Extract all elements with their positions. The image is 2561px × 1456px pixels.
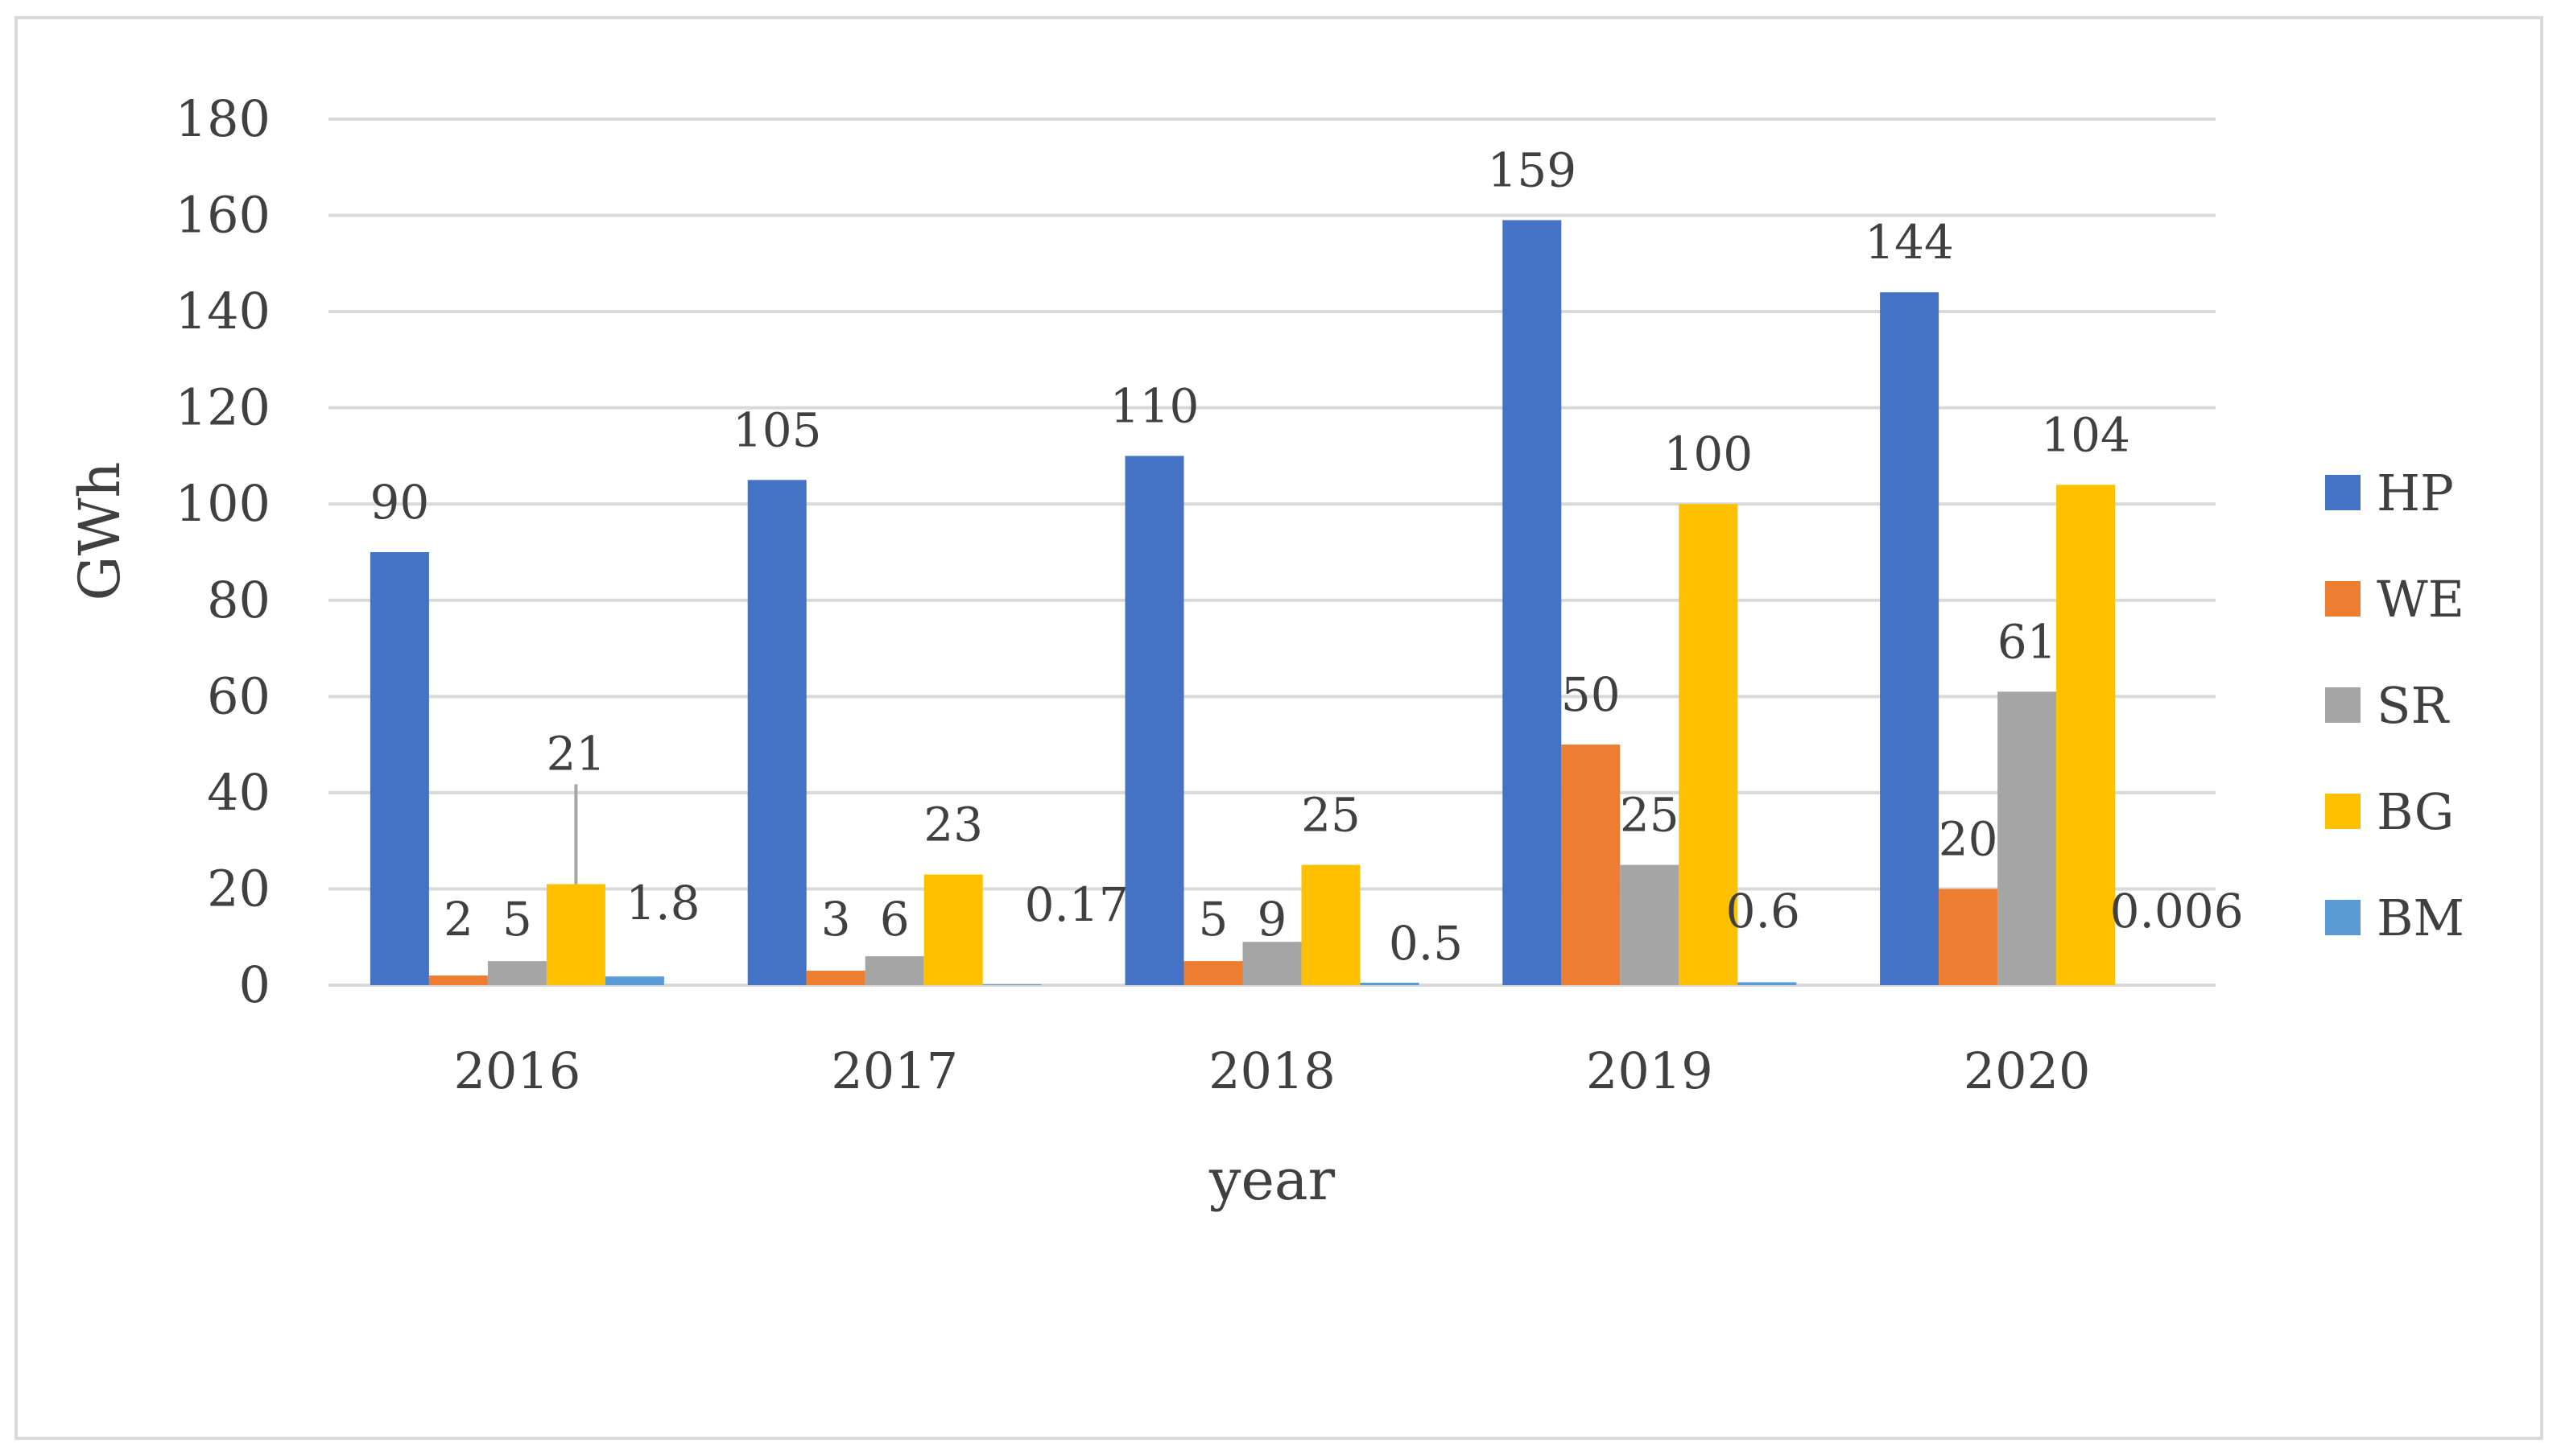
legend-swatch-bg [2325, 794, 2361, 829]
y-tick-label: 140 [176, 282, 271, 340]
data-label-bg-2016: 21 [546, 726, 605, 781]
data-label-we-2018: 5 [1199, 892, 1229, 947]
y-axis-tick-labels: 0 20 40 60 80 100 120 140 160 180 [176, 89, 271, 1014]
chart-frame [14, 16, 2543, 1440]
x-tick-label: 2017 [831, 1041, 958, 1100]
data-label-we-2020: 20 [1939, 811, 1998, 866]
legend: HP WE SR BG BM [2325, 464, 2464, 947]
data-label-bg-2019: 100 [1663, 427, 1753, 481]
bars [370, 220, 2175, 985]
data-label-sr-2019: 25 [1620, 788, 1679, 843]
bar-we-2018 [1183, 961, 1243, 985]
y-tick-label: 100 [176, 474, 271, 533]
bar-we-2019 [1561, 744, 1621, 985]
y-tick-label: 180 [176, 89, 271, 148]
data-label-we-2016: 2 [444, 892, 473, 947]
y-tick-label: 160 [176, 186, 271, 245]
bar-hp-2019 [1502, 220, 1562, 985]
x-tick-label: 2020 [1964, 1041, 2091, 1100]
y-tick-label: 40 [207, 763, 271, 822]
y-tick-label: 20 [207, 859, 271, 918]
bar-hp-2020 [1880, 292, 1939, 985]
bar-hp-2017 [747, 480, 807, 985]
bar-sr-2018 [1242, 942, 1302, 985]
data-label-hp-2020: 144 [1865, 215, 1954, 270]
bar-bg-2019 [1679, 504, 1738, 985]
data-label-we-2017: 3 [821, 892, 851, 947]
bar-bm-2019 [1737, 982, 1797, 985]
data-label-bm-2018: 0.5 [1389, 916, 1463, 971]
bar-bg-2018 [1301, 864, 1361, 985]
legend-label-hp: HP [2377, 464, 2454, 522]
bar-bg-2020 [2056, 485, 2116, 985]
legend-swatch-bm [2325, 900, 2361, 935]
legend-label-sr: SR [2377, 676, 2450, 735]
bar-bm-2018 [1360, 983, 1419, 985]
data-label-bg-2017: 23 [923, 798, 983, 852]
bar-sr-2020 [1997, 691, 2057, 985]
data-label-sr-2017: 6 [880, 892, 910, 947]
bar-we-2016 [428, 975, 488, 985]
bar-bm-2017 [982, 984, 1042, 985]
data-label-hp-2017: 105 [733, 402, 822, 457]
x-tick-label: 2018 [1208, 1041, 1336, 1100]
bar-we-2017 [806, 971, 865, 985]
bar-bm-2016 [605, 976, 664, 985]
y-tick-label: 80 [207, 571, 271, 629]
legend-label-bm: BM [2377, 889, 2464, 947]
data-label-bm-2016: 1.8 [626, 876, 700, 930]
data-label-bg-2020: 104 [2041, 407, 2130, 462]
data-label-bm-2020: 0.006 [2110, 884, 2244, 938]
data-label-hp-2018: 110 [1110, 378, 1200, 433]
legend-swatch-hp [2325, 475, 2361, 510]
x-tick-label: 2019 [1586, 1041, 1713, 1100]
bar-sr-2019 [1620, 864, 1679, 985]
data-label-sr-2020: 61 [1997, 614, 2057, 669]
y-tick-label: 120 [176, 378, 271, 437]
legend-swatch-we [2325, 581, 2361, 617]
legend-label-we: WE [2377, 570, 2464, 629]
x-axis-tick-labels: 2016 2017 2018 2019 2020 [454, 1041, 2091, 1100]
bar-sr-2017 [865, 956, 924, 985]
data-label-bm-2019: 0.6 [1726, 884, 1800, 938]
y-axis-title: GWh [67, 462, 133, 601]
data-label-sr-2016: 5 [502, 892, 532, 947]
bar-we-2020 [1939, 889, 1998, 985]
x-axis-title: year [1208, 1147, 1336, 1213]
data-label-bg-2018: 25 [1301, 788, 1361, 843]
bar-sr-2016 [487, 961, 547, 985]
bar-hp-2016 [370, 552, 429, 985]
data-label-hp-2016: 90 [370, 475, 429, 530]
bar-bg-2017 [923, 874, 983, 985]
bar-hp-2018 [1125, 456, 1184, 985]
data-label-we-2019: 50 [1561, 667, 1621, 722]
legend-swatch-sr [2325, 687, 2361, 723]
data-label-bm-2017: 0.17 [1025, 877, 1129, 932]
bar-bg-2016 [546, 884, 605, 985]
x-tick-label: 2016 [454, 1041, 581, 1100]
y-tick-label: 60 [207, 666, 271, 725]
data-label-sr-2018: 9 [1258, 892, 1287, 947]
legend-label-bg: BG [2377, 782, 2454, 841]
y-tick-label: 0 [239, 955, 271, 1014]
data-label-hp-2019: 159 [1487, 143, 1576, 198]
